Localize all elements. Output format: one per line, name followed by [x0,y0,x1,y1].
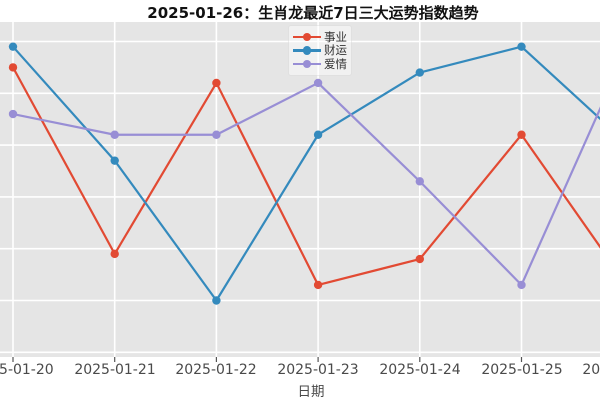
x-tick-label-2: 2025-01-22 [175,362,257,378]
legend-item-wealth: 财运 [293,43,351,58]
legend-item-career: 事业 [293,30,351,44]
chart-title: 2025-01-26：生肖龙最近7日三大运势指数趋势 [147,4,479,22]
chart-legend: 事业 财运 爱情 [288,25,352,76]
legend-label-wealth: 财运 [324,43,347,58]
x-tick-label-5: 2025-01-25 [481,362,563,378]
legend-item-love: 爱情 [293,57,351,71]
legend-label-love: 爱情 [324,56,347,71]
legend-marker-career [293,32,321,42]
legend-marker-love [293,59,321,69]
legend-marker-wealth [293,45,321,55]
x-tick-label-3: 2025-01-23 [277,362,359,378]
legend-label-career: 事业 [324,29,347,44]
x-tick-label-1: 2025-01-21 [74,362,156,378]
x-axis-title: 日期 [297,384,325,400]
x-tick-label-6: 2025-01-26 [582,362,600,378]
x-tick-label-4: 2025-01-24 [379,362,461,378]
x-tick-label-0: 2025-01-20 [0,362,54,378]
